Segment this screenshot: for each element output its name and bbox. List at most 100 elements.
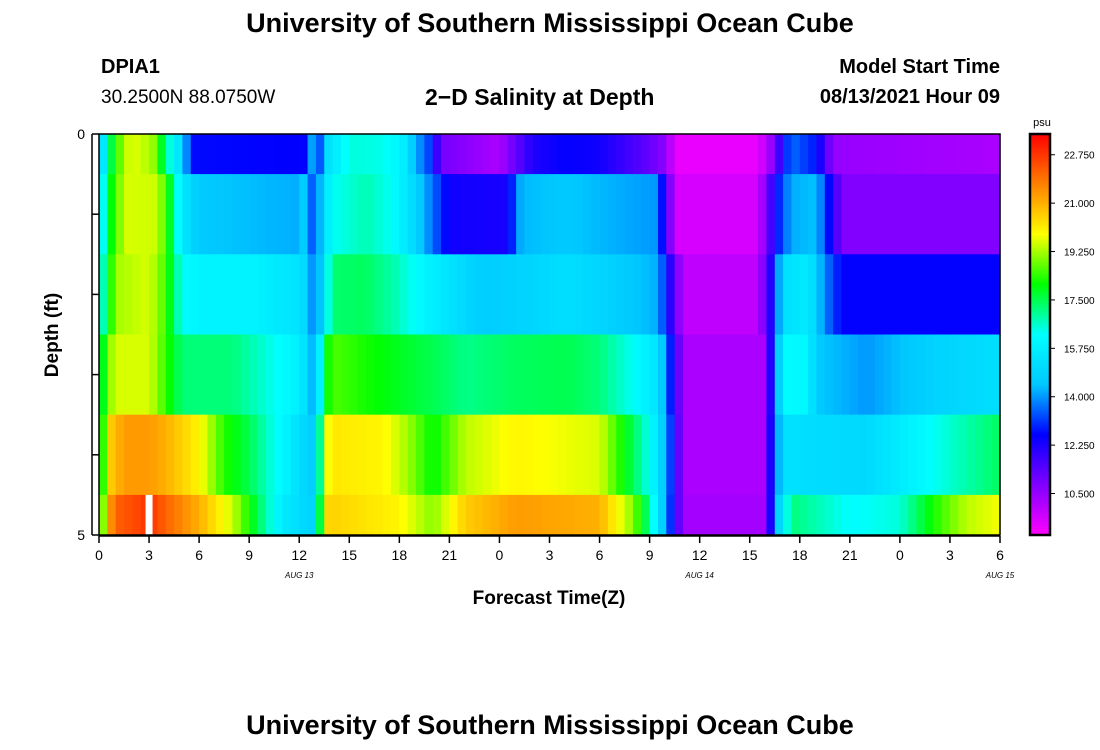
heatmap-cell: [816, 414, 826, 496]
heatmap-cell: [349, 494, 359, 536]
heatmap-cell: [474, 414, 484, 496]
heatmap-cell: [682, 334, 692, 416]
heatmap-cell: [532, 174, 542, 255]
heatmap-cell: [791, 174, 801, 255]
heatmap-cell: [941, 414, 951, 496]
heatmap-cell: [866, 134, 876, 175]
heatmap-cell: [115, 254, 125, 336]
heatmap-cell: [682, 134, 692, 175]
heatmap-cell: [758, 494, 767, 536]
heatmap-cell: [516, 174, 526, 255]
heatmap-cell: [749, 254, 759, 336]
heatmap-cell: [324, 174, 334, 255]
colorbar-tick-label: 22.750: [1064, 151, 1095, 162]
heatmap-cell: [649, 174, 659, 255]
heatmap-cell: [274, 174, 284, 255]
heatmap-cell: [432, 414, 442, 496]
heatmap-cell: [758, 254, 767, 336]
heatmap-cell: [524, 494, 534, 536]
heatmap-cell: [107, 414, 117, 496]
heatmap-cell: [716, 254, 726, 336]
heatmap-cell: [641, 334, 651, 416]
heatmap-cell: [257, 414, 267, 496]
heatmap-cell: [132, 414, 142, 496]
heatmap-cell: [974, 174, 984, 255]
heatmap-cell: [99, 134, 108, 175]
heatmap-cell: [124, 414, 133, 496]
heatmap-cell: [507, 334, 517, 416]
heatmap-cell: [833, 414, 843, 496]
heatmap-cell: [232, 334, 242, 416]
heatmap-cell: [666, 134, 676, 175]
heatmap-cell: [616, 174, 626, 255]
heatmap-cell: [708, 134, 717, 175]
heatmap-cell: [808, 254, 818, 336]
heatmap-cell: [741, 334, 751, 416]
heatmap-cell: [716, 334, 726, 416]
heatmap-cell: [215, 494, 225, 536]
heatmap-cell: [858, 494, 868, 536]
heatmap-cell: [808, 134, 818, 175]
y-axis-title: Depth (ft): [42, 293, 63, 377]
heatmap-cell: [766, 254, 776, 336]
heatmap-cell: [974, 134, 984, 175]
heatmap-cell: [357, 414, 367, 496]
heatmap-cell: [532, 414, 542, 496]
heatmap-cell: [599, 254, 609, 336]
heatmap-cell: [524, 414, 534, 496]
heatmap-cell: [883, 414, 893, 496]
heatmap-cell: [324, 334, 334, 416]
heatmap-cell: [799, 414, 809, 496]
heatmap-cell: [299, 174, 309, 255]
heatmap-cell: [332, 414, 342, 496]
x-tick-label: 6: [195, 547, 203, 563]
heatmap-cell: [449, 134, 459, 175]
heatmap-cell: [157, 174, 167, 255]
heatmap-cell: [516, 334, 526, 416]
x-tick-label: 9: [646, 547, 654, 563]
heatmap-cell: [557, 134, 567, 175]
heatmap-cell: [858, 174, 868, 255]
heatmap-cell: [107, 334, 117, 416]
heatmap-cell: [624, 414, 634, 496]
x-date-label: AUG 13: [284, 571, 314, 580]
heatmap-cell: [274, 254, 284, 336]
heatmap-cell: [716, 134, 726, 175]
heatmap-cell: [340, 334, 350, 416]
heatmap-marker: [145, 494, 153, 535]
heatmap-cell: [115, 494, 125, 536]
heatmap-cell: [791, 494, 801, 536]
heatmap-cell: [632, 334, 642, 416]
heatmap-cell: [474, 334, 484, 416]
heatmap-cell: [591, 254, 601, 336]
heatmap-cell: [858, 254, 868, 336]
heatmap-cell: [299, 134, 309, 175]
heatmap-cell: [349, 134, 359, 175]
x-tick-label: 15: [341, 547, 357, 563]
heatmap-cell: [207, 174, 217, 255]
heatmap-cell: [883, 134, 893, 175]
heatmap-cell: [190, 134, 200, 175]
heatmap-cell: [299, 494, 309, 536]
heatmap-cell: [466, 334, 476, 416]
heatmap-cell: [749, 134, 759, 175]
heatmap-cell: [482, 334, 492, 416]
heatmap-cell: [224, 334, 234, 416]
heatmap-cell: [399, 254, 409, 336]
heatmap-cell: [582, 414, 592, 496]
heatmap-cell: [566, 494, 576, 536]
heatmap-cell: [966, 494, 976, 536]
heatmap-cell: [933, 414, 943, 496]
heatmap-cell: [457, 134, 467, 175]
heatmap-cell: [599, 494, 609, 536]
heatmap-cell: [516, 254, 526, 336]
heatmap-cell: [315, 494, 325, 536]
heatmap-cell: [799, 174, 809, 255]
heatmap-cell: [891, 254, 901, 336]
heatmap-cell: [524, 174, 534, 255]
heatmap-cell: [824, 134, 834, 175]
heatmap-cell: [149, 414, 158, 496]
heatmap-cell: [215, 254, 225, 336]
heatmap-cell: [390, 334, 400, 416]
heatmap-cell: [783, 174, 793, 255]
